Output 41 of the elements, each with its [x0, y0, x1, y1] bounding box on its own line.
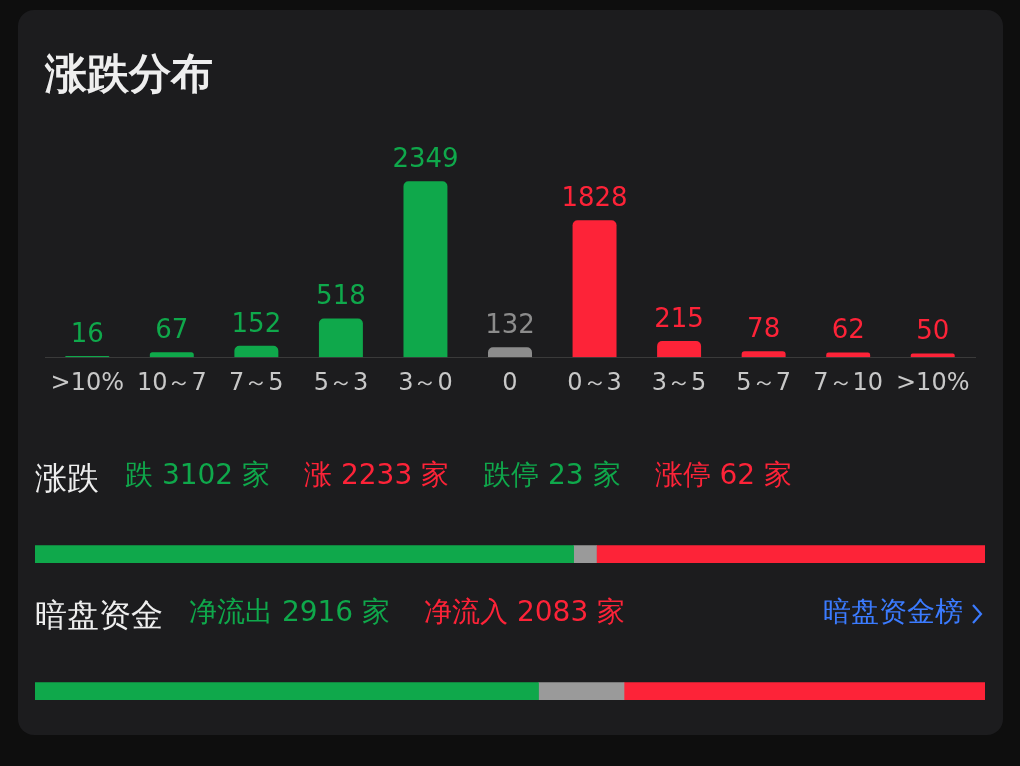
data-label: 132 — [485, 309, 535, 340]
data-label: 50 — [916, 315, 950, 346]
x-tick-label: 3～5 — [651, 367, 707, 396]
data-label: 16 — [70, 317, 104, 348]
data-label: 2349 — [392, 143, 459, 174]
bar — [234, 345, 279, 358]
x-tick-label: 0 — [502, 367, 518, 396]
bar — [318, 318, 363, 358]
bar — [657, 341, 702, 358]
bar — [149, 352, 194, 358]
text: 净流出 2916 家 — [189, 595, 391, 629]
text: 暗盘资金榜 — [823, 595, 963, 629]
data-label: 215 — [654, 302, 704, 333]
x-tick-label: 5～7 — [736, 367, 791, 396]
x-tick-label: 0～3 — [567, 367, 622, 396]
text: 跌 3102 家 — [125, 458, 271, 492]
text: 涨停 62 家 — [654, 458, 792, 492]
x-tick-label: 3～0 — [398, 367, 453, 396]
data-label: 62 — [831, 314, 865, 345]
data-label: 1828 — [561, 182, 628, 213]
text: 跌停 23 家 — [483, 458, 621, 492]
data-label: 67 — [155, 313, 189, 344]
x-tick-label: 7～10 — [813, 367, 884, 396]
bar — [910, 353, 955, 358]
bar — [572, 220, 617, 358]
data-label: 518 — [316, 280, 366, 311]
bar — [741, 351, 786, 358]
bar — [488, 347, 532, 358]
chart-title: 暗盘资金 — [35, 595, 163, 634]
data-label: 152 — [231, 307, 282, 338]
chart-title: 涨跌 — [35, 458, 99, 497]
x-tick-label: >10% — [896, 367, 970, 396]
chart-title: 涨跌分布 — [45, 48, 213, 100]
text: 涨 2233 家 — [304, 458, 450, 492]
x-tick-label: 7～5 — [229, 367, 284, 396]
bar — [403, 181, 448, 358]
x-tick-label: 5～3 — [313, 367, 369, 396]
text: 净流入 2083 家 — [424, 595, 626, 629]
x-tick-label: >10% — [50, 367, 124, 396]
data-label: 78 — [747, 313, 781, 344]
x-tick-label: 10～7 — [136, 367, 207, 396]
